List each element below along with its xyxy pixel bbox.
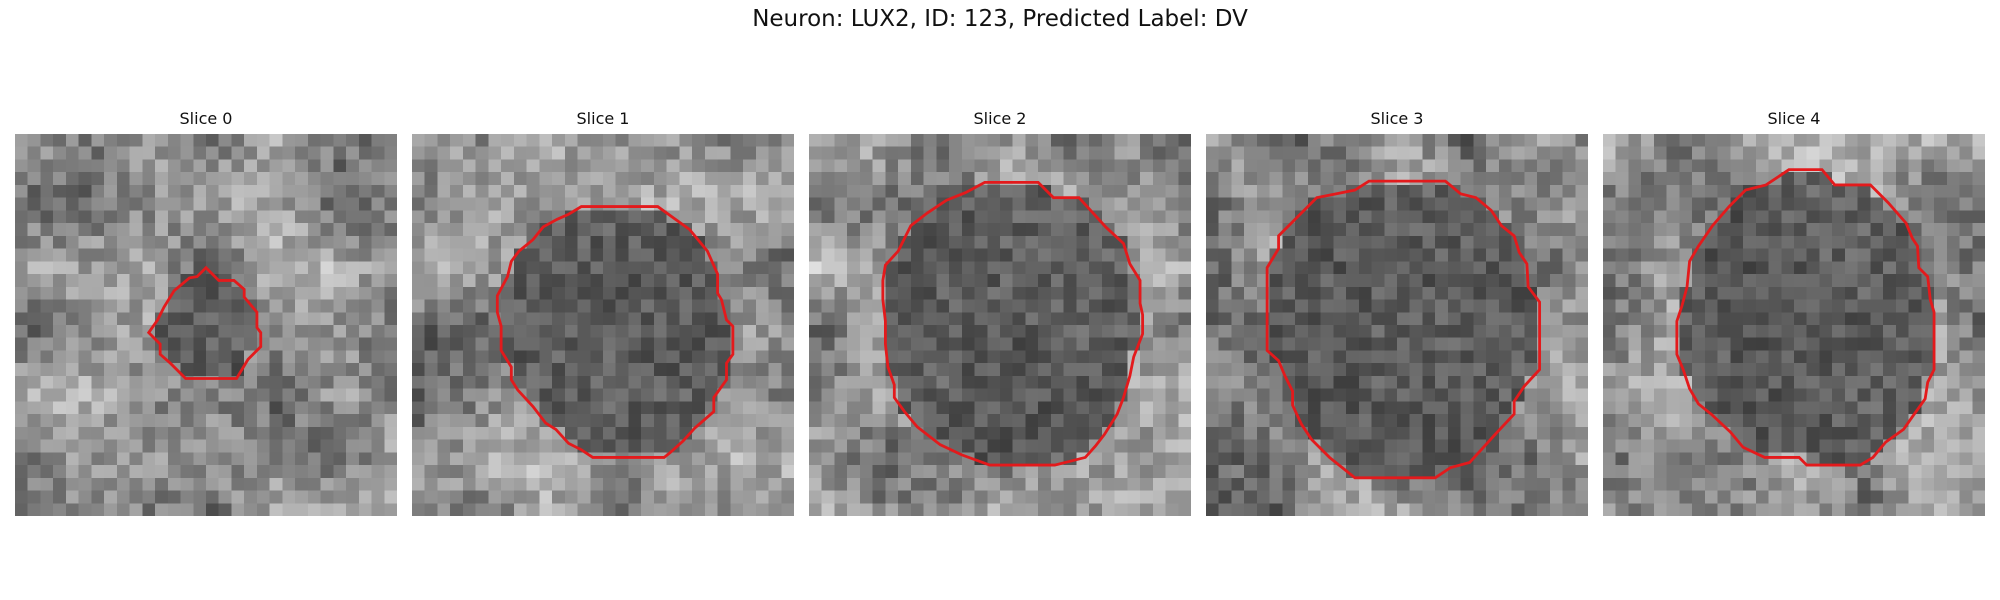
figure-title: Neuron: LUX2, ID: 123, Predicted Label: … [752, 6, 1248, 32]
pixel-grid [1206, 134, 1588, 516]
slice-image [15, 134, 397, 516]
pixel-grid [15, 134, 397, 516]
slice-title: Slice 1 [576, 109, 630, 128]
slice-title: Slice 2 [973, 109, 1027, 128]
slice-panel-0: Slice 0 [15, 108, 397, 516]
neuron-contour [1675, 168, 1936, 467]
pixel-grid [412, 134, 794, 516]
slice-panel-2: Slice 2 [809, 108, 1191, 516]
pixel-grid [809, 134, 1191, 516]
pixel-grid [1603, 134, 1985, 516]
neuron-contour [146, 265, 263, 380]
neuron-contour [1265, 179, 1542, 480]
neuron-contour [881, 180, 1145, 467]
slice-panel-4: Slice 4 [1603, 108, 1985, 516]
slice-title: Slice 3 [1370, 109, 1424, 128]
slice-panel-3: Slice 3 [1206, 108, 1588, 516]
neuron-contour [495, 205, 735, 459]
slice-title: Slice 0 [179, 109, 233, 128]
slice-title: Slice 4 [1767, 109, 1821, 128]
slice-image [1206, 134, 1588, 516]
slice-image [1603, 134, 1985, 516]
slice-image [809, 134, 1191, 516]
slice-panel-1: Slice 1 [412, 108, 794, 516]
slice-image [412, 134, 794, 516]
